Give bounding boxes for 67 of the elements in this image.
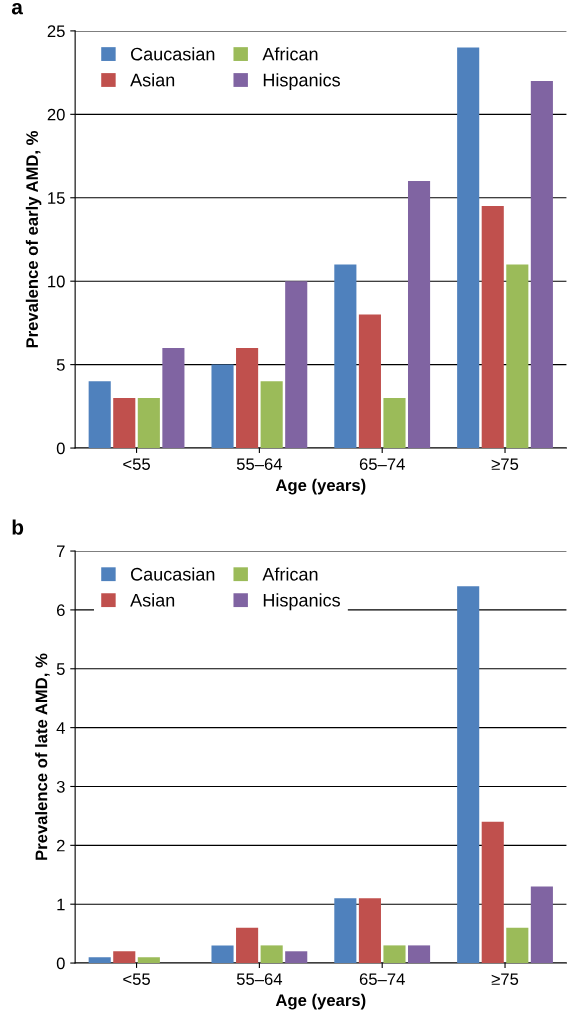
bar xyxy=(113,951,136,964)
y-tick-label: 4 xyxy=(56,722,65,734)
legend-label: Caucasian xyxy=(131,567,215,581)
text: a xyxy=(11,3,23,15)
bar xyxy=(113,397,136,449)
bar xyxy=(334,898,357,964)
bar xyxy=(530,886,553,964)
bar xyxy=(457,586,480,964)
y-axis-title: Prevalence of late AMD, % xyxy=(35,653,50,860)
x-tick-label: 65–74 xyxy=(359,458,405,471)
bar xyxy=(236,347,259,449)
x-axis-title: Age (years) xyxy=(275,478,366,495)
y-tick-label: 0 xyxy=(56,957,65,970)
bar xyxy=(383,397,406,449)
bar xyxy=(88,381,111,449)
x-tick-label: ≥75 xyxy=(491,458,519,471)
legend-label: Asian xyxy=(130,593,175,607)
bar xyxy=(383,945,406,964)
bar xyxy=(236,927,259,964)
x-tick-label: 65–74 xyxy=(359,973,405,986)
y-tick-label: 7 xyxy=(57,545,65,558)
bar xyxy=(481,206,504,449)
bar xyxy=(137,957,160,964)
y-tick-label: 25 xyxy=(47,25,65,38)
bar xyxy=(358,898,381,964)
bar xyxy=(162,347,185,449)
y-axis-title: Prevalence of early AMD, % xyxy=(25,130,42,348)
x-tick-label: <55 xyxy=(123,458,150,471)
bar xyxy=(211,945,234,964)
bar xyxy=(285,951,308,964)
bar xyxy=(408,181,431,449)
bar xyxy=(260,945,283,964)
bar xyxy=(137,397,160,449)
bar xyxy=(408,945,431,964)
bar xyxy=(457,47,480,449)
bar xyxy=(530,80,553,449)
x-tick-label: ≥75 xyxy=(491,973,519,986)
bar xyxy=(211,364,234,449)
x-tick-label: <55 xyxy=(123,973,150,986)
legend-label: Hispanics xyxy=(263,593,340,611)
y-tick-label: 5 xyxy=(56,359,65,371)
legend-label: Asian xyxy=(130,73,175,87)
bar xyxy=(334,264,357,449)
x-axis-title: Age (years) xyxy=(275,993,366,1010)
bar xyxy=(506,264,529,449)
bar xyxy=(260,381,283,449)
legend-label: African xyxy=(262,47,318,61)
bar xyxy=(285,281,308,449)
bar xyxy=(481,821,504,964)
y-tick-label: 2 xyxy=(56,839,65,852)
bar xyxy=(506,927,529,964)
y-tick-label: 15 xyxy=(48,192,65,204)
text: b xyxy=(12,519,24,535)
y-tick-label: 20 xyxy=(47,108,65,121)
y-tick-label: 10 xyxy=(48,275,65,288)
y-tick-label: 3 xyxy=(56,780,65,793)
y-tick-label: 5 xyxy=(56,663,65,675)
y-tick-label: 6 xyxy=(57,604,65,617)
legend-label: Caucasian xyxy=(131,47,215,61)
y-tick-label: 0 xyxy=(56,442,65,455)
bar xyxy=(358,314,381,449)
legend-label: Hispanics xyxy=(263,73,340,91)
legend-label: African xyxy=(262,567,318,581)
bar xyxy=(88,957,111,964)
y-tick-label: 1 xyxy=(57,898,65,911)
x-tick-label: 55–64 xyxy=(236,458,283,471)
x-tick-label: 55–64 xyxy=(236,973,283,986)
